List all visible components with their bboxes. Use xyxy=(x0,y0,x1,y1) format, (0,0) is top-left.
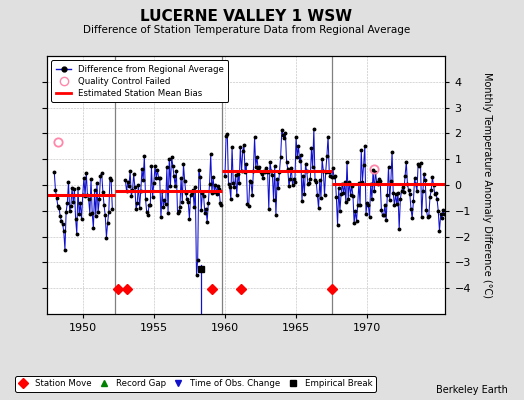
Legend: Difference from Regional Average, Quality Control Failed, Estimated Station Mean: Difference from Regional Average, Qualit… xyxy=(51,60,228,102)
Text: Difference of Station Temperature Data from Regional Average: Difference of Station Temperature Data f… xyxy=(83,25,410,35)
Legend: Station Move, Record Gap, Time of Obs. Change, Empirical Break: Station Move, Record Gap, Time of Obs. C… xyxy=(15,376,376,392)
Y-axis label: Monthly Temperature Anomaly Difference (°C): Monthly Temperature Anomaly Difference (… xyxy=(482,72,492,298)
Text: LUCERNE VALLEY 1 WSW: LUCERNE VALLEY 1 WSW xyxy=(140,9,352,24)
Text: Berkeley Earth: Berkeley Earth xyxy=(436,385,508,395)
